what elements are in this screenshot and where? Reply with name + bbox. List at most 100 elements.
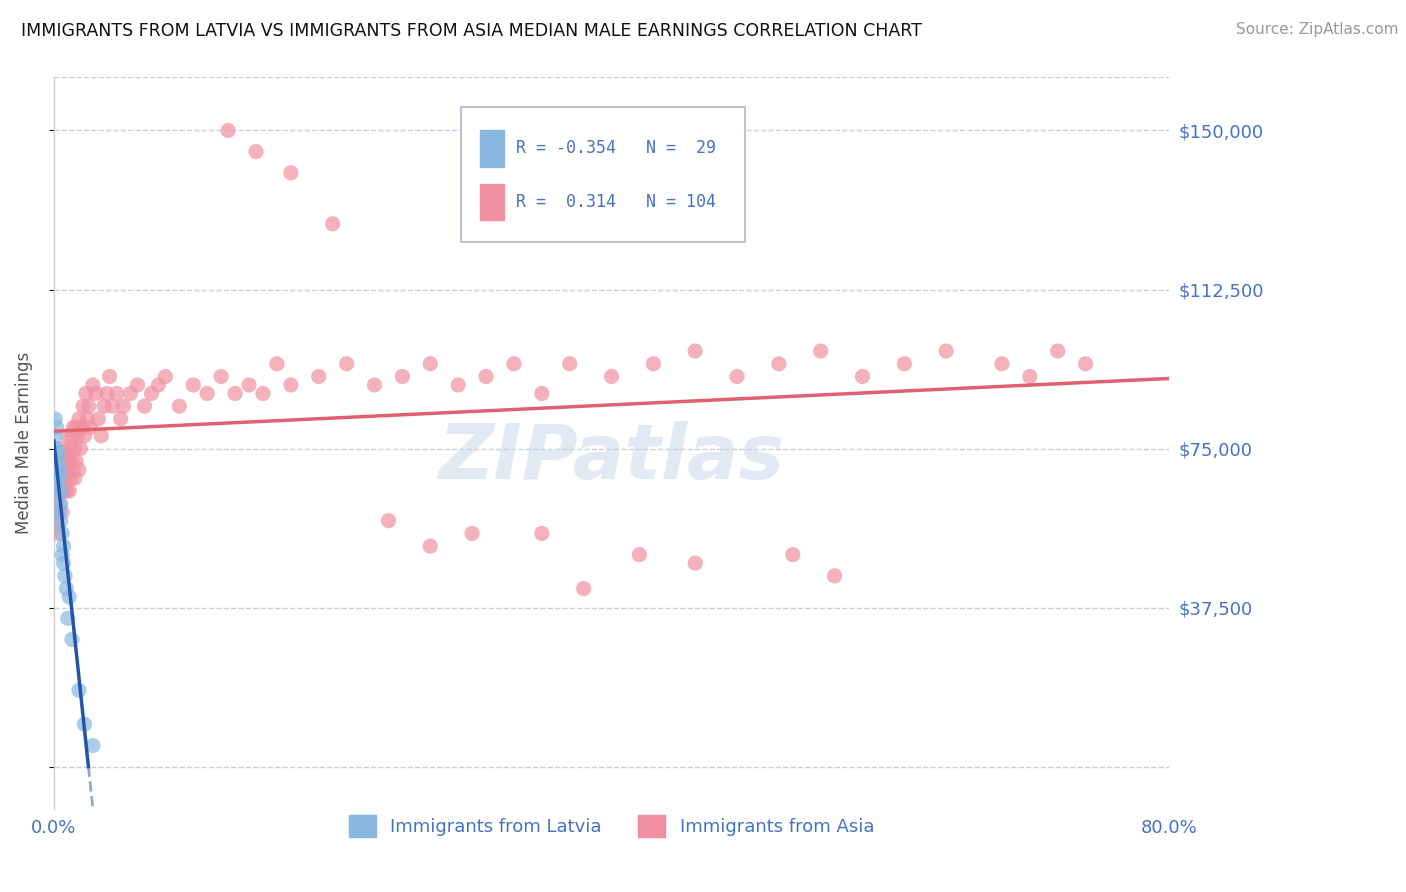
Point	[810, 344, 832, 359]
Point	[266, 357, 288, 371]
Point	[56, 611, 79, 625]
Point	[52, 556, 75, 570]
Point	[58, 483, 80, 498]
Point	[63, 442, 86, 456]
Point	[48, 463, 70, 477]
Point	[87, 412, 110, 426]
Point	[53, 569, 76, 583]
Point	[44, 442, 66, 456]
Point	[48, 471, 70, 485]
Point	[280, 166, 302, 180]
Point	[45, 483, 67, 498]
Point	[1018, 369, 1040, 384]
Point	[60, 454, 83, 468]
Point	[141, 386, 163, 401]
Point	[73, 717, 96, 731]
Point	[782, 548, 804, 562]
Point	[893, 357, 915, 371]
Point	[252, 386, 274, 401]
Point	[44, 429, 66, 443]
Point	[84, 386, 107, 401]
Point	[148, 378, 170, 392]
Point	[52, 483, 75, 498]
Point	[46, 463, 69, 477]
Point	[52, 463, 75, 477]
Point	[67, 683, 90, 698]
Point	[475, 369, 498, 384]
Point	[46, 483, 69, 498]
Point	[53, 471, 76, 485]
Legend: Immigrants from Latvia, Immigrants from Asia: Immigrants from Latvia, Immigrants from …	[342, 807, 882, 844]
Point	[851, 369, 873, 384]
Point	[70, 420, 93, 434]
Point	[65, 420, 87, 434]
Point	[768, 357, 790, 371]
Point	[683, 556, 706, 570]
Point	[60, 632, 83, 647]
Point	[419, 539, 441, 553]
Text: R =  0.314   N = 104: R = 0.314 N = 104	[516, 194, 716, 211]
Point	[935, 344, 957, 359]
Point	[280, 378, 302, 392]
Point	[45, 505, 67, 519]
Point	[683, 344, 706, 359]
Point	[55, 483, 77, 498]
Point	[503, 357, 526, 371]
Point	[77, 399, 100, 413]
Point	[238, 378, 260, 392]
Point	[572, 582, 595, 596]
Point	[558, 357, 581, 371]
Point	[73, 429, 96, 443]
Point	[96, 386, 118, 401]
Point	[45, 471, 67, 485]
Point	[49, 497, 72, 511]
Point	[308, 369, 330, 384]
Point	[44, 514, 66, 528]
Point	[67, 463, 90, 477]
Point	[55, 582, 77, 596]
Point	[209, 369, 232, 384]
Text: IMMIGRANTS FROM LATVIA VS IMMIGRANTS FROM ASIA MEDIAN MALE EARNINGS CORRELATION : IMMIGRANTS FROM LATVIA VS IMMIGRANTS FRO…	[21, 22, 922, 40]
Point	[48, 471, 70, 485]
Point	[377, 514, 399, 528]
Point	[79, 420, 101, 434]
Point	[49, 454, 72, 468]
Point	[82, 739, 104, 753]
Point	[49, 514, 72, 528]
Point	[447, 378, 470, 392]
Point	[62, 420, 84, 434]
Point	[600, 369, 623, 384]
Point	[127, 378, 149, 392]
Point	[134, 399, 156, 413]
Point	[169, 399, 191, 413]
Point	[1074, 357, 1097, 371]
Point	[51, 526, 73, 541]
Point	[44, 412, 66, 426]
Point	[391, 369, 413, 384]
Point	[72, 399, 94, 413]
Point	[51, 442, 73, 456]
Point	[725, 369, 748, 384]
Point	[76, 412, 98, 426]
Point	[48, 497, 70, 511]
Point	[67, 412, 90, 426]
Point	[59, 442, 82, 456]
Point	[45, 420, 67, 434]
Point	[69, 442, 91, 456]
Point	[363, 378, 385, 392]
Point	[195, 386, 218, 401]
Point	[60, 429, 83, 443]
Point	[46, 454, 69, 468]
Bar	[479, 130, 505, 167]
Point	[105, 386, 128, 401]
Text: ZIPatlas: ZIPatlas	[439, 421, 785, 495]
Point	[217, 123, 239, 137]
Point	[49, 483, 72, 498]
Point	[58, 454, 80, 468]
Point	[46, 446, 69, 460]
Point	[82, 378, 104, 392]
Point	[51, 505, 73, 519]
Point	[93, 399, 115, 413]
Point	[245, 145, 267, 159]
Bar	[479, 184, 505, 220]
